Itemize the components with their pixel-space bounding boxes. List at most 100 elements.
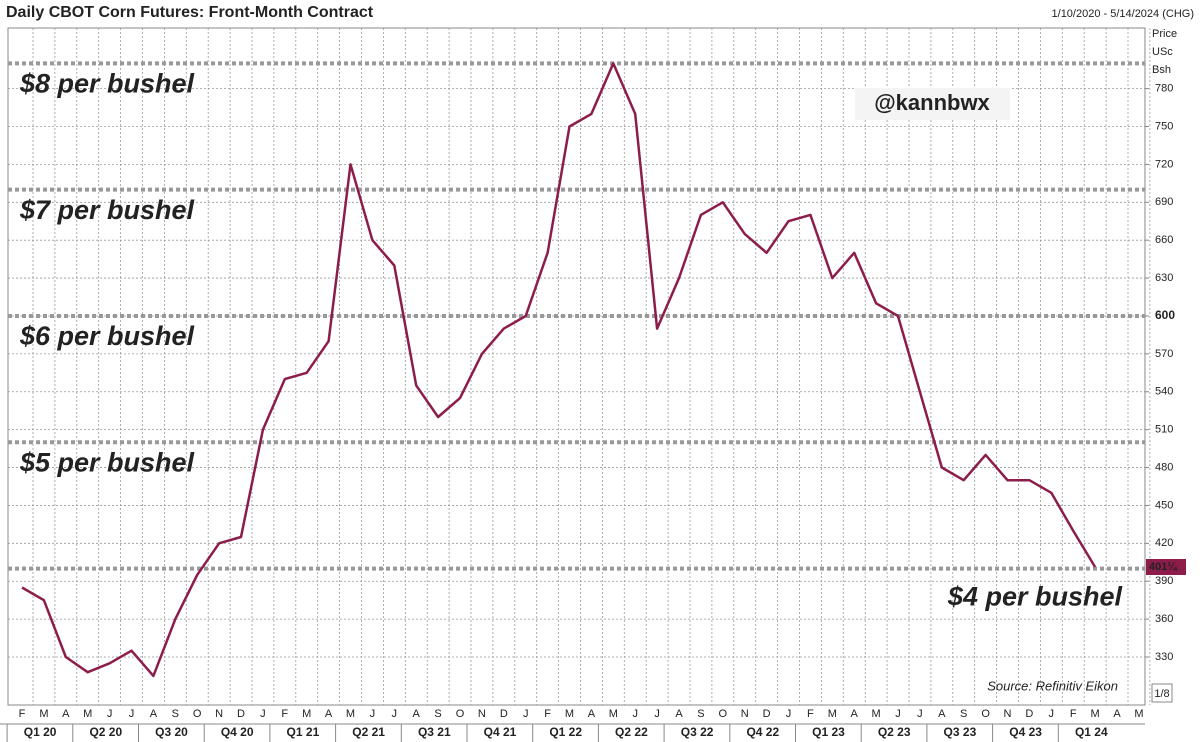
x-tick-label: M [83,708,92,720]
quarter-label: Q3 22 [681,725,714,739]
y-tick-label: 660 [1155,234,1173,246]
x-tick-label: M [346,708,355,720]
x-tick-label: F [544,708,551,720]
y-tick-label: 360 [1155,613,1173,625]
x-tick-label: D [1025,708,1033,720]
x-tick-label: A [413,708,421,720]
x-tick-label: J [786,708,792,720]
x-tick-label: M [609,708,618,720]
last-value-box [1146,559,1186,576]
x-tick-label: S [697,708,704,720]
price-line [21,62,1097,678]
x-tick-label: J [917,708,923,720]
x-tick-label: S [172,708,179,720]
y-tick-label: 540 [1155,386,1173,398]
x-tick-label: A [938,708,946,720]
x-tick-label: D [500,708,508,720]
y-unit: Bsh [1152,64,1171,76]
reference-label: $5 per bushel [19,447,195,477]
x-tick-label: N [215,708,223,720]
x-tick-label: M [872,708,881,720]
quarter-label: Q1 21 [287,725,320,739]
x-tick-label: J [523,708,529,720]
quarter-label: Q2 20 [89,725,122,739]
y-tick-label: 480 [1155,461,1173,473]
quarter-label: Q2 23 [878,725,911,739]
x-tick-label: N [478,708,486,720]
quarter-label: Q3 23 [944,725,977,739]
x-tick-label: J [260,708,266,720]
x-tick-label: J [392,708,398,720]
x-tick-label: O [981,708,990,720]
x-tick-label: O [719,708,728,720]
x-tick-label: F [281,708,288,720]
x-tick-label: A [62,708,70,720]
y-tick-label: 510 [1155,424,1173,436]
fraction-box [1151,683,1173,703]
quarter-label: Q3 20 [155,725,188,739]
x-tick-label: J [370,708,376,720]
quarter-label: Q2 21 [352,725,385,739]
y-tick-label: 330 [1155,651,1173,663]
y-tick-label: 450 [1155,499,1173,511]
reference-label: $6 per bushel [19,321,195,351]
y-tick-label: 630 [1155,272,1173,284]
x-tick-label: A [325,708,333,720]
x-tick-label: F [1070,708,1077,720]
y-tick-label: 750 [1155,120,1173,132]
x-tick-label: J [107,708,113,720]
quarter-label: Q1 23 [812,725,845,739]
x-tick-label: A [150,708,158,720]
reference-label: $4 per bushel [947,582,1123,612]
x-tick-label: D [237,708,245,720]
quarter-label: Q4 20 [221,725,254,739]
x-tick-label: O [193,708,202,720]
x-tick-label: M [1134,708,1143,720]
source: Source: Refinitiv Eikon [987,678,1118,693]
x-tick-label: S [434,708,441,720]
x-tick-label: A [588,708,596,720]
x-tick-label: N [1004,708,1012,720]
x-tick-label: M [1091,708,1100,720]
x-tick-label: N [741,708,749,720]
x-tick-label: O [456,708,465,720]
x-tick-label: J [1049,708,1055,720]
y-tick-label: 600 [1155,308,1175,322]
chart-title: Daily CBOT Corn Futures: Front-Month Con… [6,4,374,21]
x-tick-label: D [763,708,771,720]
quarter-label: Q2 22 [615,725,648,739]
x-tick-label: J [654,708,660,720]
plot-frame [7,27,1146,706]
quarter-label: Q4 22 [746,725,779,739]
watermark: @kannbwx [874,90,990,115]
reference-label: $8 per bushel [19,68,195,98]
x-tick-label: A [675,708,683,720]
quarter-label: Q4 23 [1009,725,1042,739]
date-range: 1/10/2020 - 5/14/2024 (CHG) [1052,8,1194,20]
y-tick-label: 390 [1155,575,1173,587]
x-tick-label: M [565,708,574,720]
quarter-label: Q1 22 [549,725,582,739]
x-tick-label: F [807,708,814,720]
y-unit: USc [1152,46,1173,58]
y-unit: Price [1152,28,1177,40]
quarter-label: Q4 21 [484,725,517,739]
x-tick-label: A [1113,708,1121,720]
x-tick-label: S [960,708,967,720]
reference-label: $7 per bushel [19,195,195,225]
quarter-label: Q1 20 [24,725,57,739]
y-fraction: 1/8 [1154,688,1169,700]
quarter-label: Q3 21 [418,725,451,739]
x-tick-label: M [302,708,311,720]
x-tick-label: F [19,708,26,720]
x-tick-label: J [895,708,901,720]
x-tick-label: J [129,708,135,720]
watermark-box [855,88,1010,120]
y-tick-label: 690 [1155,196,1173,208]
y-tick-label: 780 [1155,83,1173,95]
x-tick-label: J [632,708,638,720]
y-tick-label: 420 [1155,537,1173,549]
y-tick-label: 570 [1155,348,1173,360]
